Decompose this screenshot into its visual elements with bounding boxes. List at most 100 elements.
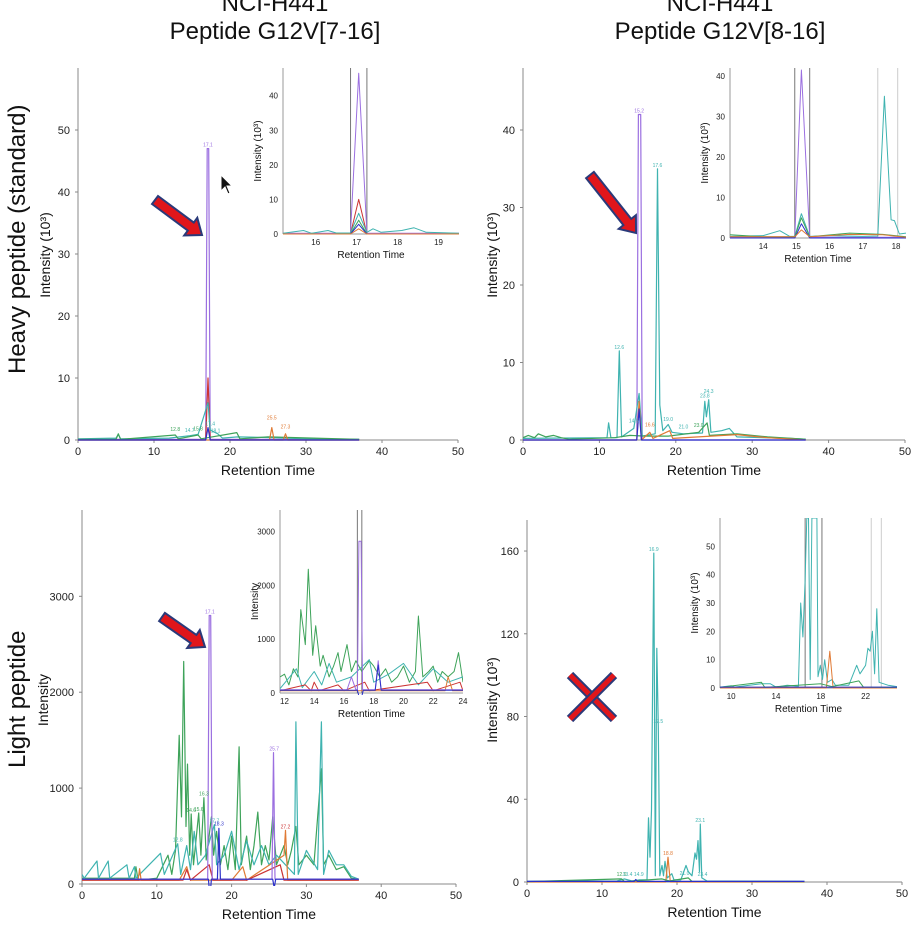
x-tick-label: 40 xyxy=(376,446,388,458)
inset-x-axis-label: Retention Time xyxy=(338,709,406,720)
inset-y-tick-label: 20 xyxy=(269,161,278,170)
series-group xyxy=(527,552,805,883)
inset-x-tick-label: 10 xyxy=(727,692,736,701)
inset-series-line-teal xyxy=(280,659,463,690)
inset-y-tick-label: 30 xyxy=(716,113,725,122)
red-arrow-icon xyxy=(150,194,204,237)
inset-x-tick-label: 14 xyxy=(310,697,319,706)
inset-y-axis-label: Intensity (10³) xyxy=(690,572,701,633)
y-tick-label: 40 xyxy=(58,187,70,199)
column-title-cell-line: NCI-H441 xyxy=(666,0,774,17)
y-tick-label: 20 xyxy=(58,311,70,323)
peak-label: 12.6 xyxy=(614,345,624,351)
series-line-green xyxy=(523,422,806,440)
series-group xyxy=(523,113,806,441)
y-tick-label: 10 xyxy=(503,358,515,370)
peak-label: 17.7 xyxy=(210,819,220,825)
inset-y-tick-label: 10 xyxy=(269,195,278,204)
inset-series-line-green xyxy=(280,568,463,686)
x-tick-label: 0 xyxy=(524,888,530,900)
inset-y-tick-label: 0 xyxy=(711,684,716,693)
inset-y-tick-label: 20 xyxy=(716,153,725,162)
y-tick-label: 0 xyxy=(68,879,74,891)
inset-series-line-purple xyxy=(280,540,463,691)
series-line-teal xyxy=(82,721,360,880)
x-axis-label: Retention Time xyxy=(667,904,761,920)
y-tick-label: 0 xyxy=(513,877,519,889)
inset-y-tick-label: 0 xyxy=(274,230,279,239)
series-line-teal xyxy=(527,552,805,883)
inset-x-tick-label: 17 xyxy=(858,242,867,251)
inset-y-tick-label: 50 xyxy=(706,542,715,551)
series-group xyxy=(78,148,360,441)
inset-series-line-orange xyxy=(280,676,463,692)
x-tick-label: 40 xyxy=(375,890,387,902)
peak-label: 18.3 xyxy=(214,821,224,827)
peak-label: 27.2 xyxy=(281,824,291,830)
inset-y-tick-label: 10 xyxy=(716,194,725,203)
inset-y-tick-label: 40 xyxy=(269,92,278,101)
column-title-g12v-7-16: NCI-H441 Peptide G12V[7-16] xyxy=(85,0,465,46)
peak-label: 12.8 xyxy=(170,427,180,433)
peak-label: 17.6 xyxy=(653,163,663,169)
inset-y-axis-label: Intensity (10³) xyxy=(253,120,264,181)
chart-panel-light-7-16: 0 10 20 30 40 50 0 1000 2000 3000 Retention Time In… xyxy=(35,510,468,922)
y-tick-label: 2000 xyxy=(50,687,74,699)
inset-series-group xyxy=(283,72,459,235)
inset-y-tick-label: 30 xyxy=(706,599,715,608)
x-axis-label: Retention Time xyxy=(221,462,315,478)
y-tick-label: 3000 xyxy=(50,591,74,603)
inset-x-tick-label: 14 xyxy=(759,242,768,251)
y-tick-label: 160 xyxy=(501,546,519,558)
inset-y-tick-label: 3000 xyxy=(257,528,275,537)
x-tick-label: 10 xyxy=(593,446,605,458)
inset-series-line-orange xyxy=(730,229,906,238)
inset-y-tick-label: 40 xyxy=(716,72,725,81)
column-title-cell-line: NCI-H441 xyxy=(221,0,329,17)
x-tick-label: 50 xyxy=(450,890,462,902)
peak-label: 14.6 xyxy=(186,808,196,814)
peak-label: 23.0 xyxy=(694,423,704,429)
inset-series-line-teal xyxy=(720,518,897,688)
peak-label: 12.8 xyxy=(173,838,183,844)
inset-chart: 12 14 16 18 20 22 24 0 1000 2000 3000 Retention Tim… xyxy=(250,510,468,720)
inset-x-tick-label: 18 xyxy=(892,242,901,251)
inset-x-tick-label: 24 xyxy=(459,697,468,706)
x-tick-label: 40 xyxy=(821,888,833,900)
inset-series-line-blue xyxy=(730,223,906,239)
inset-series-line-red xyxy=(283,198,459,235)
y-tick-label: 50 xyxy=(58,125,70,137)
inset-series-line-purple xyxy=(283,72,459,234)
peak-label: 27.3 xyxy=(281,425,291,431)
inset-chart: 16 17 18 19 0 10 20 30 40 Retention Time Intensity… xyxy=(253,68,459,261)
inset-chart: 10 14 18 22 0 10 20 30 40 50 Retention Time Intensi… xyxy=(690,518,897,715)
mouse-cursor-icon xyxy=(220,174,234,195)
inset-x-tick-label: 22 xyxy=(429,697,438,706)
y-tick-label: 0 xyxy=(509,435,515,447)
peak-label: 21.0 xyxy=(679,425,689,431)
peak-label: 17.1 xyxy=(203,143,213,149)
series-line-purple xyxy=(78,148,360,440)
y-tick-label: 30 xyxy=(503,203,515,215)
inset-x-tick-label: 18 xyxy=(816,692,825,701)
inset-y-axis-label: Intensity xyxy=(250,583,261,620)
peak-label: 12.6 xyxy=(617,872,627,878)
x-tick-label: 20 xyxy=(671,888,683,900)
inset-series-line-orange xyxy=(283,228,459,235)
inset-y-tick-label: 40 xyxy=(706,571,715,580)
peak-label: 16.6 xyxy=(645,422,655,428)
y-axis-label: Intensity xyxy=(35,674,51,726)
peak-label: 18.1 xyxy=(211,428,221,434)
x-tick-label: 30 xyxy=(300,890,312,902)
inset-x-axis-label: Retention Time xyxy=(784,254,852,265)
inset-x-tick-label: 19 xyxy=(434,238,443,247)
red-arrow-icon xyxy=(157,611,207,650)
x-axis-label: Retention Time xyxy=(222,906,316,922)
inset-series-line-green xyxy=(283,219,459,235)
inset-series-line-teal xyxy=(283,212,459,234)
series-line-purple xyxy=(82,614,359,880)
x-tick-label: 50 xyxy=(896,888,908,900)
peak-label: 16.3 xyxy=(199,792,209,798)
series-group xyxy=(82,614,360,886)
